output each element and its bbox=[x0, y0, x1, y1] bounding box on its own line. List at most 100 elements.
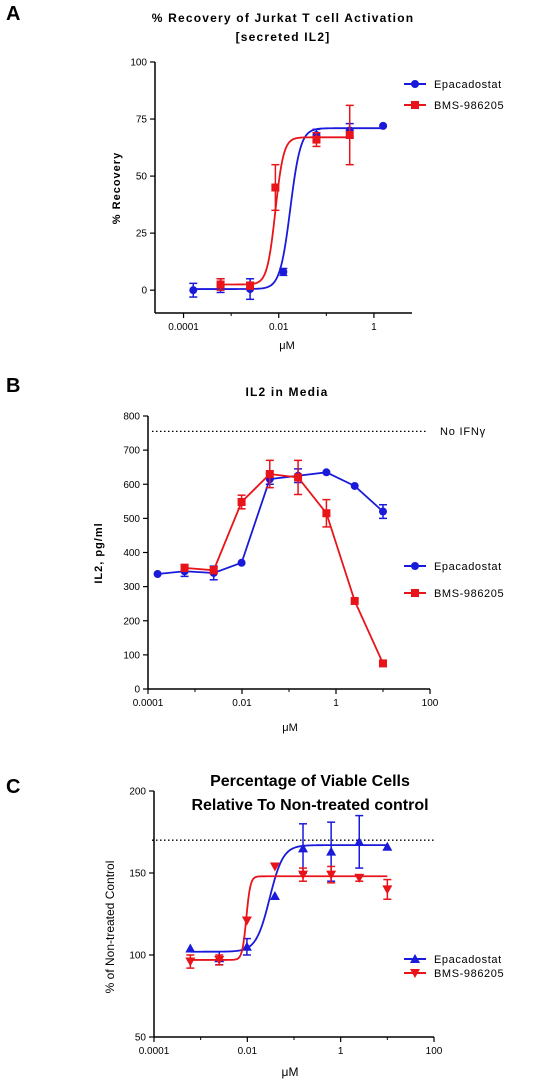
panel-c-title-line2: Relative To Non-treated control bbox=[191, 797, 428, 814]
panel-1-data-point bbox=[237, 497, 246, 506]
panel-2-data-point bbox=[298, 870, 309, 880]
panel-1-y-tick-label: 600 bbox=[123, 480, 140, 491]
panel-b-legend-epacadostat-marker bbox=[411, 562, 419, 570]
panel-2-series-epacadostat bbox=[185, 814, 393, 966]
panel-1-data-point bbox=[180, 563, 189, 572]
panel-1-data-point bbox=[350, 481, 359, 490]
panel-1-plot: 0.0001 0.01 1 100 0 100 200 300 400 500 600 700 800 bbox=[123, 412, 438, 710]
panel-2-data-point bbox=[214, 955, 225, 965]
panel-c: C Percentage of Viable Cells Relative To… bbox=[6, 773, 504, 1079]
panel-1-y-tick-label: 800 bbox=[123, 412, 140, 423]
panel-2-data-point bbox=[241, 916, 252, 926]
panel-0-fit-curve bbox=[220, 136, 350, 286]
panel-c-legend-epacadostat-marker bbox=[410, 954, 420, 963]
panel-1-y-tick-label: 400 bbox=[123, 548, 140, 559]
panel-1-x-tick-label: 0.0001 bbox=[133, 698, 164, 709]
panel-2-data-point bbox=[185, 957, 196, 967]
panel-2-data-point bbox=[354, 873, 365, 883]
panel-2-x-tick-label: 0.0001 bbox=[139, 1046, 170, 1057]
panel-c-legend-bms-marker bbox=[410, 969, 420, 978]
panel-b-reference-label: No IFNγ bbox=[440, 426, 486, 438]
panel-a-legend-bms-marker bbox=[411, 101, 419, 109]
panel-2-data-point bbox=[185, 943, 196, 953]
panel-c-legend-epacadostat-label: Epacadostat bbox=[434, 954, 502, 966]
panel-a-legend-bms-label: BMS-986205 bbox=[434, 100, 504, 112]
panel-a: A % Recovery of Jurkat T cell Activation… bbox=[6, 3, 504, 352]
panel-0-fit-curve bbox=[193, 127, 384, 290]
panel-1-data-point bbox=[350, 596, 359, 605]
panel-1-data-point bbox=[237, 558, 246, 567]
panel-b-legend: Epacadostat BMS-986205 bbox=[404, 561, 504, 600]
panel-2-data-point bbox=[382, 885, 393, 895]
panel-1-data-point bbox=[379, 507, 387, 516]
panel-0-data-point bbox=[279, 267, 288, 276]
panel-0-y-tick-label: 50 bbox=[136, 172, 148, 183]
panel-0-x-tick-label: 0.01 bbox=[269, 322, 289, 333]
panel-0-series-bms-986205 bbox=[216, 104, 354, 291]
panel-c-letter: C bbox=[6, 776, 20, 798]
panel-1-y-tick-label: 300 bbox=[123, 582, 140, 593]
panel-2-fit-curve bbox=[190, 875, 388, 961]
panel-1-x-tick-label: 100 bbox=[422, 698, 439, 709]
panel-2-data-point bbox=[354, 836, 365, 846]
panel-a-legend: Epacadostat BMS-986205 bbox=[404, 79, 504, 112]
panel-0-data-point bbox=[216, 280, 225, 289]
panel-b: B IL2 in Media μM IL2, pg/ml No IFNγ Epa… bbox=[6, 375, 504, 734]
panel-1-data-point bbox=[379, 659, 387, 668]
panel-1-data-point bbox=[294, 473, 303, 482]
panel-b-legend-epacadostat-label: Epacadostat bbox=[434, 561, 502, 573]
panel-a-title-line2: [secreted IL2] bbox=[236, 30, 331, 44]
panel-2-x-tick-label: 100 bbox=[426, 1046, 443, 1057]
panel-0-data-point bbox=[345, 131, 354, 140]
panel-2-y-tick-label: 200 bbox=[129, 787, 146, 798]
panel-c-legend: Epacadostat BMS-986205 bbox=[404, 954, 504, 980]
panel-2-series-bms-986205 bbox=[185, 862, 393, 969]
panel-2-data-point bbox=[326, 846, 337, 856]
panel-1-y-tick-label: 700 bbox=[123, 446, 140, 457]
panel-2-plot: 0.0001 0.01 1 100 50 100 150 200 bbox=[129, 787, 442, 1058]
panel-b-legend-bms-marker bbox=[411, 589, 419, 597]
panel-0-data-point bbox=[189, 286, 198, 295]
panel-2-y-tick-label: 50 bbox=[135, 1033, 147, 1044]
panel-0-plot: 0.0001 0.01 1 0 25 50 75 100 bbox=[130, 58, 388, 333]
panel-b-letter: B bbox=[6, 375, 20, 397]
panel-2-y-tick-label: 150 bbox=[129, 869, 146, 880]
panel-1-data-point bbox=[322, 509, 331, 518]
panel-b-y-axis-label: IL2, pg/ml bbox=[93, 522, 105, 583]
panel-1-x-tick-label: 0.01 bbox=[232, 698, 252, 709]
panel-1-series-bms-986205 bbox=[180, 459, 387, 668]
panel-0-y-tick-label: 25 bbox=[136, 229, 148, 240]
panel-0-x-tick-label: 0.0001 bbox=[168, 322, 199, 333]
panel-0-data-point bbox=[271, 183, 280, 192]
panel-0-x-tick-label: 1 bbox=[371, 322, 377, 333]
panel-2-data-point bbox=[241, 941, 252, 951]
panel-c-x-axis-label: μM bbox=[282, 1065, 299, 1079]
panel-2-data-point bbox=[382, 841, 393, 851]
panel-2-x-tick-label: 0.01 bbox=[238, 1046, 258, 1057]
panel-1-y-tick-label: 500 bbox=[123, 514, 140, 525]
panel-1-data-point bbox=[265, 470, 274, 479]
panel-1-series-line bbox=[184, 473, 384, 664]
panel-2-data-point bbox=[326, 870, 337, 880]
panel-0-data-point bbox=[379, 121, 388, 130]
panel-a-legend-epacadostat-marker bbox=[411, 80, 419, 88]
panel-2-y-tick-label: 100 bbox=[129, 951, 146, 962]
panel-2-data-point bbox=[269, 890, 280, 900]
panel-0-y-tick-label: 75 bbox=[136, 115, 148, 126]
panel-2-fit-curve bbox=[190, 844, 388, 953]
panel-0-y-tick-label: 0 bbox=[141, 286, 147, 297]
panel-1-data-point bbox=[209, 566, 218, 575]
panel-a-legend-epacadostat-label: Epacadostat bbox=[434, 79, 502, 91]
panel-a-letter: A bbox=[6, 3, 20, 25]
panel-0-series-epacadostat bbox=[189, 121, 388, 301]
panel-1-data-point bbox=[322, 468, 331, 477]
panel-0-data-point bbox=[312, 135, 321, 144]
panel-b-legend-bms-label: BMS-986205 bbox=[434, 588, 504, 600]
panel-1-y-tick-label: 100 bbox=[123, 650, 140, 661]
panel-2-x-tick-label: 1 bbox=[338, 1046, 344, 1057]
panel-b-title: IL2 in Media bbox=[245, 385, 328, 399]
panel-1-y-tick-label: 0 bbox=[134, 685, 140, 696]
panel-1-x-tick-label: 1 bbox=[333, 698, 339, 709]
panel-0-y-tick-label: 100 bbox=[130, 58, 147, 69]
